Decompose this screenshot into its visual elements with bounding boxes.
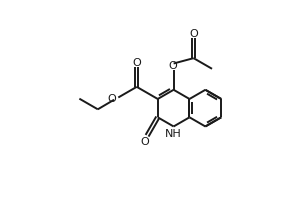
Text: O: O: [169, 60, 178, 70]
Text: O: O: [108, 94, 116, 104]
Text: O: O: [189, 29, 198, 39]
Text: NH: NH: [165, 128, 181, 138]
Text: O: O: [132, 57, 141, 67]
Text: O: O: [141, 136, 149, 146]
